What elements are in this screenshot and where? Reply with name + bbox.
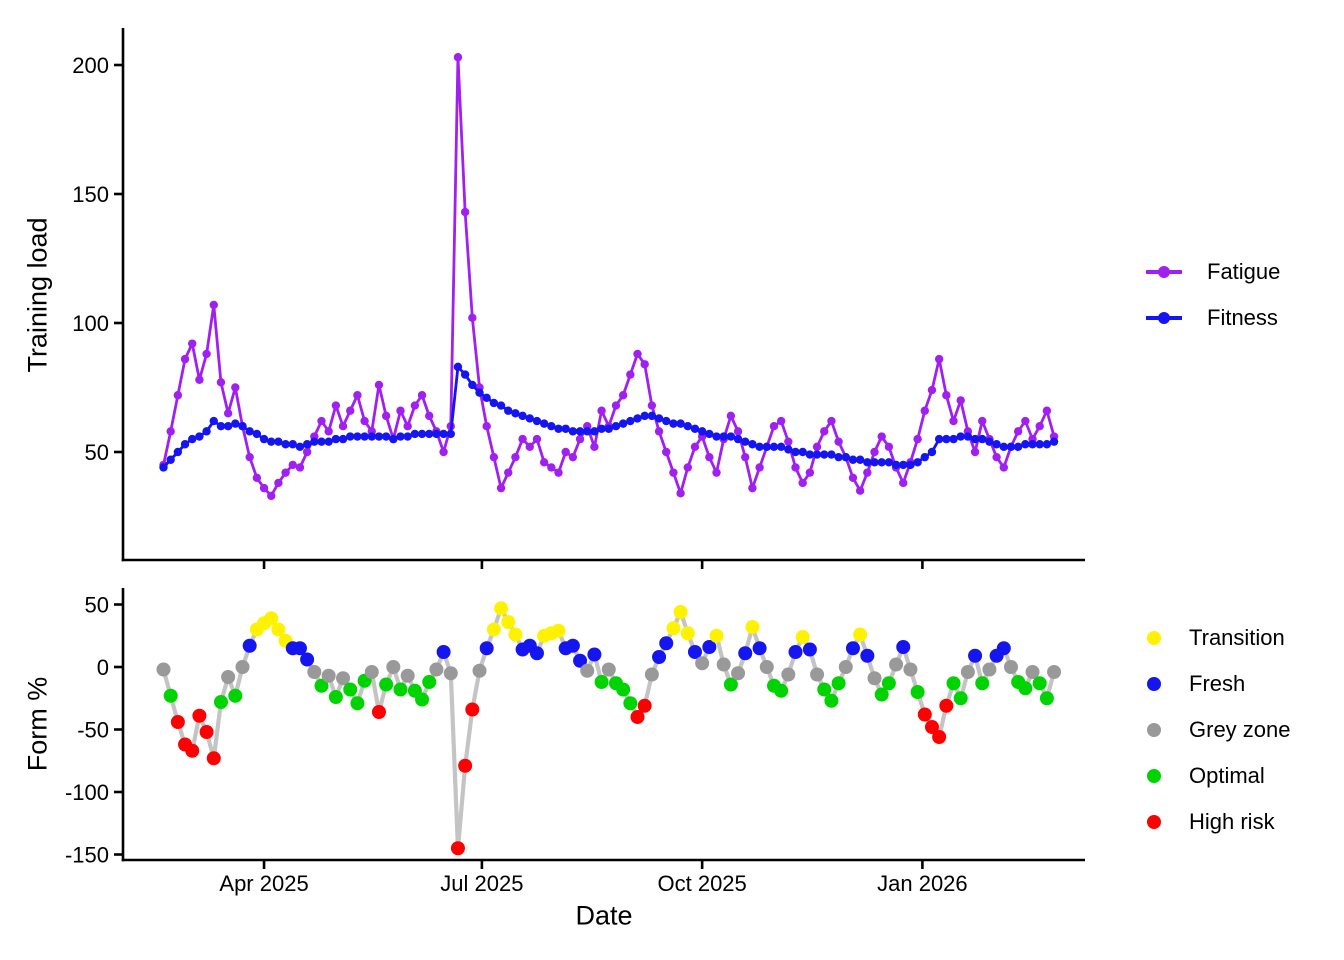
legend-label-optimal: Optimal <box>1189 763 1265 788</box>
y-tick-label: 50 <box>85 593 109 618</box>
top-y-axis-title: Training load <box>22 217 53 373</box>
x-tick-label: Oct 2025 <box>658 871 747 896</box>
x-tick-labels: Apr 2025 Jul 2025 Oct 2025 Jan 2026 <box>219 560 968 896</box>
legend-label-high-risk: High risk <box>1189 809 1275 834</box>
fatigue-series <box>159 53 1059 501</box>
y-tick-label: -100 <box>65 780 109 805</box>
y-tick-label: -50 <box>77 718 109 743</box>
transition-dot-icon <box>1147 631 1161 645</box>
legend-label-grey-zone: Grey zone <box>1189 717 1291 742</box>
y-tick-label: 100 <box>72 311 109 336</box>
legend-item-grey-zone: Grey zone <box>1147 707 1291 753</box>
optimal-dot-icon <box>1147 769 1161 783</box>
y-tick-label: 0 <box>97 655 109 680</box>
legend-label-fresh: Fresh <box>1189 671 1246 696</box>
fatigue-line-point-icon <box>1146 266 1182 278</box>
legend-label-fatigue: Fatigue <box>1207 259 1281 284</box>
form-zone-legend: Transition Fresh Grey zone Optimal High … <box>1147 615 1291 845</box>
fresh-dot-icon <box>1147 677 1161 691</box>
legend-item-fresh: Fresh <box>1147 661 1291 707</box>
y-tick-labels: 200 150 100 50 50 0 -50 -100 -150 <box>65 53 123 868</box>
y-tick-label: 150 <box>72 182 109 207</box>
x-tick-label: Jan 2026 <box>877 871 968 896</box>
y-tick-label: 200 <box>72 53 109 78</box>
bottom-y-axis-title: Form % <box>22 676 53 772</box>
form-points <box>156 601 1062 856</box>
high-risk-dot-icon <box>1147 815 1161 829</box>
y-tick-label: -150 <box>65 843 109 868</box>
legend-item-transition: Transition <box>1147 615 1291 661</box>
legend-label-fitness: Fitness <box>1207 305 1278 330</box>
training-load-legend: Fatigue Fitness <box>1146 249 1280 341</box>
grey-zone-dot-icon <box>1147 723 1161 737</box>
legend-label-transition: Transition <box>1189 625 1285 650</box>
fitness-line-point-icon <box>1146 312 1182 324</box>
legend-item-optimal: Optimal <box>1147 753 1291 799</box>
legend-item-fatigue: Fatigue <box>1146 249 1280 295</box>
y-tick-label: 50 <box>85 440 109 465</box>
axes <box>121 28 1085 862</box>
legend-item-high-risk: High risk <box>1147 799 1291 845</box>
x-axis-title: Date <box>575 900 633 931</box>
x-tick-label: Jul 2025 <box>440 871 523 896</box>
legend-item-fitness: Fitness <box>1146 295 1280 341</box>
x-tick-label: Apr 2025 <box>219 871 308 896</box>
fitness-series <box>159 362 1059 472</box>
